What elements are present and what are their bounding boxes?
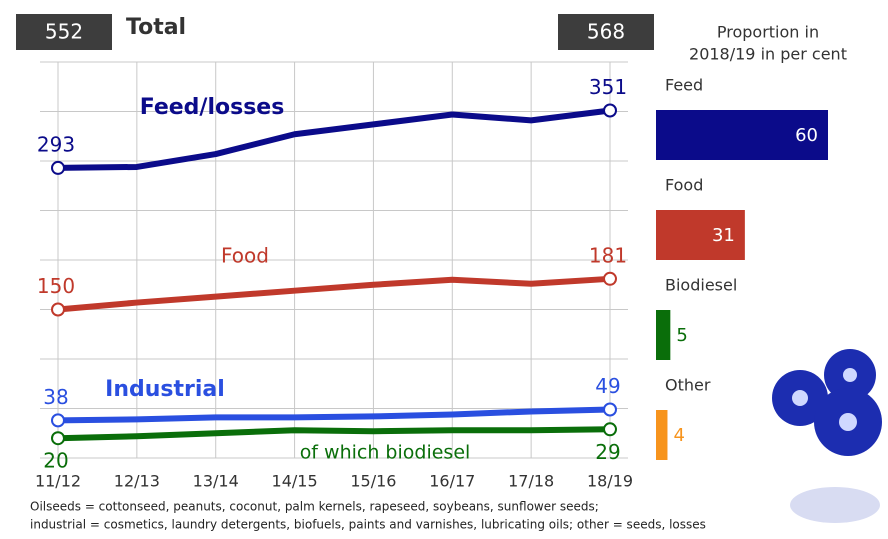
bar-category: Food (665, 176, 703, 195)
series-line (57, 107, 611, 171)
x-tick-label: 11/12 (35, 472, 81, 491)
data-label: 49 (595, 374, 620, 398)
bar (656, 310, 671, 360)
series-line (57, 426, 611, 442)
point-marker (603, 271, 617, 286)
proportion-title: 2018/19 in per cent (689, 45, 847, 64)
series-name: Food (221, 244, 269, 268)
bar (656, 410, 668, 460)
total-end-box (558, 14, 654, 50)
point-marker (51, 413, 65, 428)
point-marker (51, 431, 65, 446)
proportion-title: Proportion in (717, 23, 819, 42)
bar-value: 31 (712, 225, 735, 246)
flower-decoration (772, 349, 882, 523)
series-name: of which biodiesel (300, 442, 471, 464)
total-start-box (16, 14, 112, 50)
x-tick-label: 16/17 (429, 472, 475, 491)
data-label: 20 (43, 449, 68, 473)
point-marker (603, 402, 617, 417)
chart-title: Total (126, 15, 186, 40)
series-name: Industrial (105, 377, 225, 402)
bar-value: 60 (795, 125, 818, 146)
bar-category: Biodiesel (665, 276, 737, 295)
data-label: 38 (43, 385, 68, 409)
bar-value: 5 (676, 325, 687, 346)
point-marker (51, 302, 65, 317)
bar-category: Feed (665, 76, 703, 95)
bar-category: Other (665, 376, 711, 395)
series-line (57, 406, 611, 424)
x-tick-label: 12/13 (114, 472, 160, 491)
bar-value: 4 (673, 425, 684, 446)
total-end: 568 (587, 20, 625, 44)
footnote: Oilseeds = cottonseed, peanuts, coconut,… (30, 500, 599, 514)
x-tick-label: 14/15 (272, 472, 318, 491)
point-marker (603, 103, 617, 118)
x-tick-label: 15/16 (350, 472, 396, 491)
data-label: 150 (37, 274, 75, 298)
data-label: 29 (595, 440, 620, 464)
bar (656, 110, 828, 160)
data-label: 351 (589, 75, 627, 99)
data-label: 293 (37, 132, 75, 156)
total-start: 552 (45, 20, 83, 44)
x-tick-label: 17/18 (508, 472, 554, 491)
x-tick-label: 18/19 (587, 472, 633, 491)
series-name: Feed/losses (140, 95, 285, 120)
series-line (57, 275, 611, 313)
x-tick-label: 13/14 (193, 472, 239, 491)
data-label: 181 (589, 243, 627, 267)
point-marker (51, 160, 65, 175)
footnote: industrial = cosmetics, laundry detergen… (30, 518, 706, 532)
bar (656, 210, 745, 260)
point-marker (603, 422, 617, 437)
